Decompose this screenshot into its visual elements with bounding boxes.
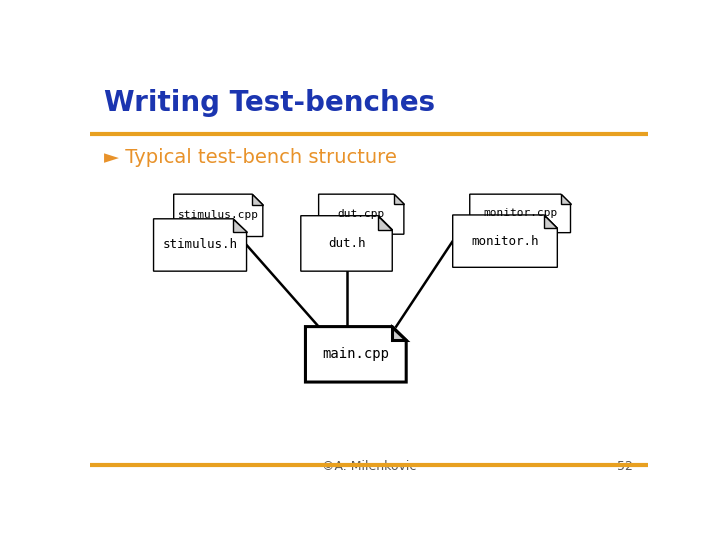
Text: dut.cpp: dut.cpp bbox=[338, 209, 385, 219]
Text: ► Typical test-bench structure: ► Typical test-bench structure bbox=[104, 148, 397, 167]
Text: dut.h: dut.h bbox=[328, 237, 365, 250]
Text: monitor.cpp: monitor.cpp bbox=[483, 208, 557, 218]
Polygon shape bbox=[394, 194, 404, 204]
Polygon shape bbox=[453, 215, 557, 267]
Polygon shape bbox=[301, 215, 392, 271]
Text: ©A. Milenkovic: ©A. Milenkovic bbox=[322, 460, 416, 473]
Text: Writing Test-benches: Writing Test-benches bbox=[104, 89, 435, 117]
Text: stimulus.cpp: stimulus.cpp bbox=[178, 211, 258, 220]
Polygon shape bbox=[544, 215, 557, 228]
Text: 52: 52 bbox=[616, 460, 632, 473]
Polygon shape bbox=[153, 219, 246, 271]
Text: stimulus.h: stimulus.h bbox=[163, 239, 238, 252]
Text: main.cpp: main.cpp bbox=[323, 347, 390, 361]
Polygon shape bbox=[233, 219, 246, 232]
Polygon shape bbox=[174, 194, 263, 237]
Polygon shape bbox=[319, 194, 404, 234]
Polygon shape bbox=[561, 194, 570, 204]
Polygon shape bbox=[305, 327, 406, 382]
Polygon shape bbox=[469, 194, 570, 233]
Polygon shape bbox=[252, 194, 263, 205]
Polygon shape bbox=[392, 327, 406, 340]
Text: monitor.h: monitor.h bbox=[472, 234, 539, 248]
Polygon shape bbox=[378, 215, 392, 230]
